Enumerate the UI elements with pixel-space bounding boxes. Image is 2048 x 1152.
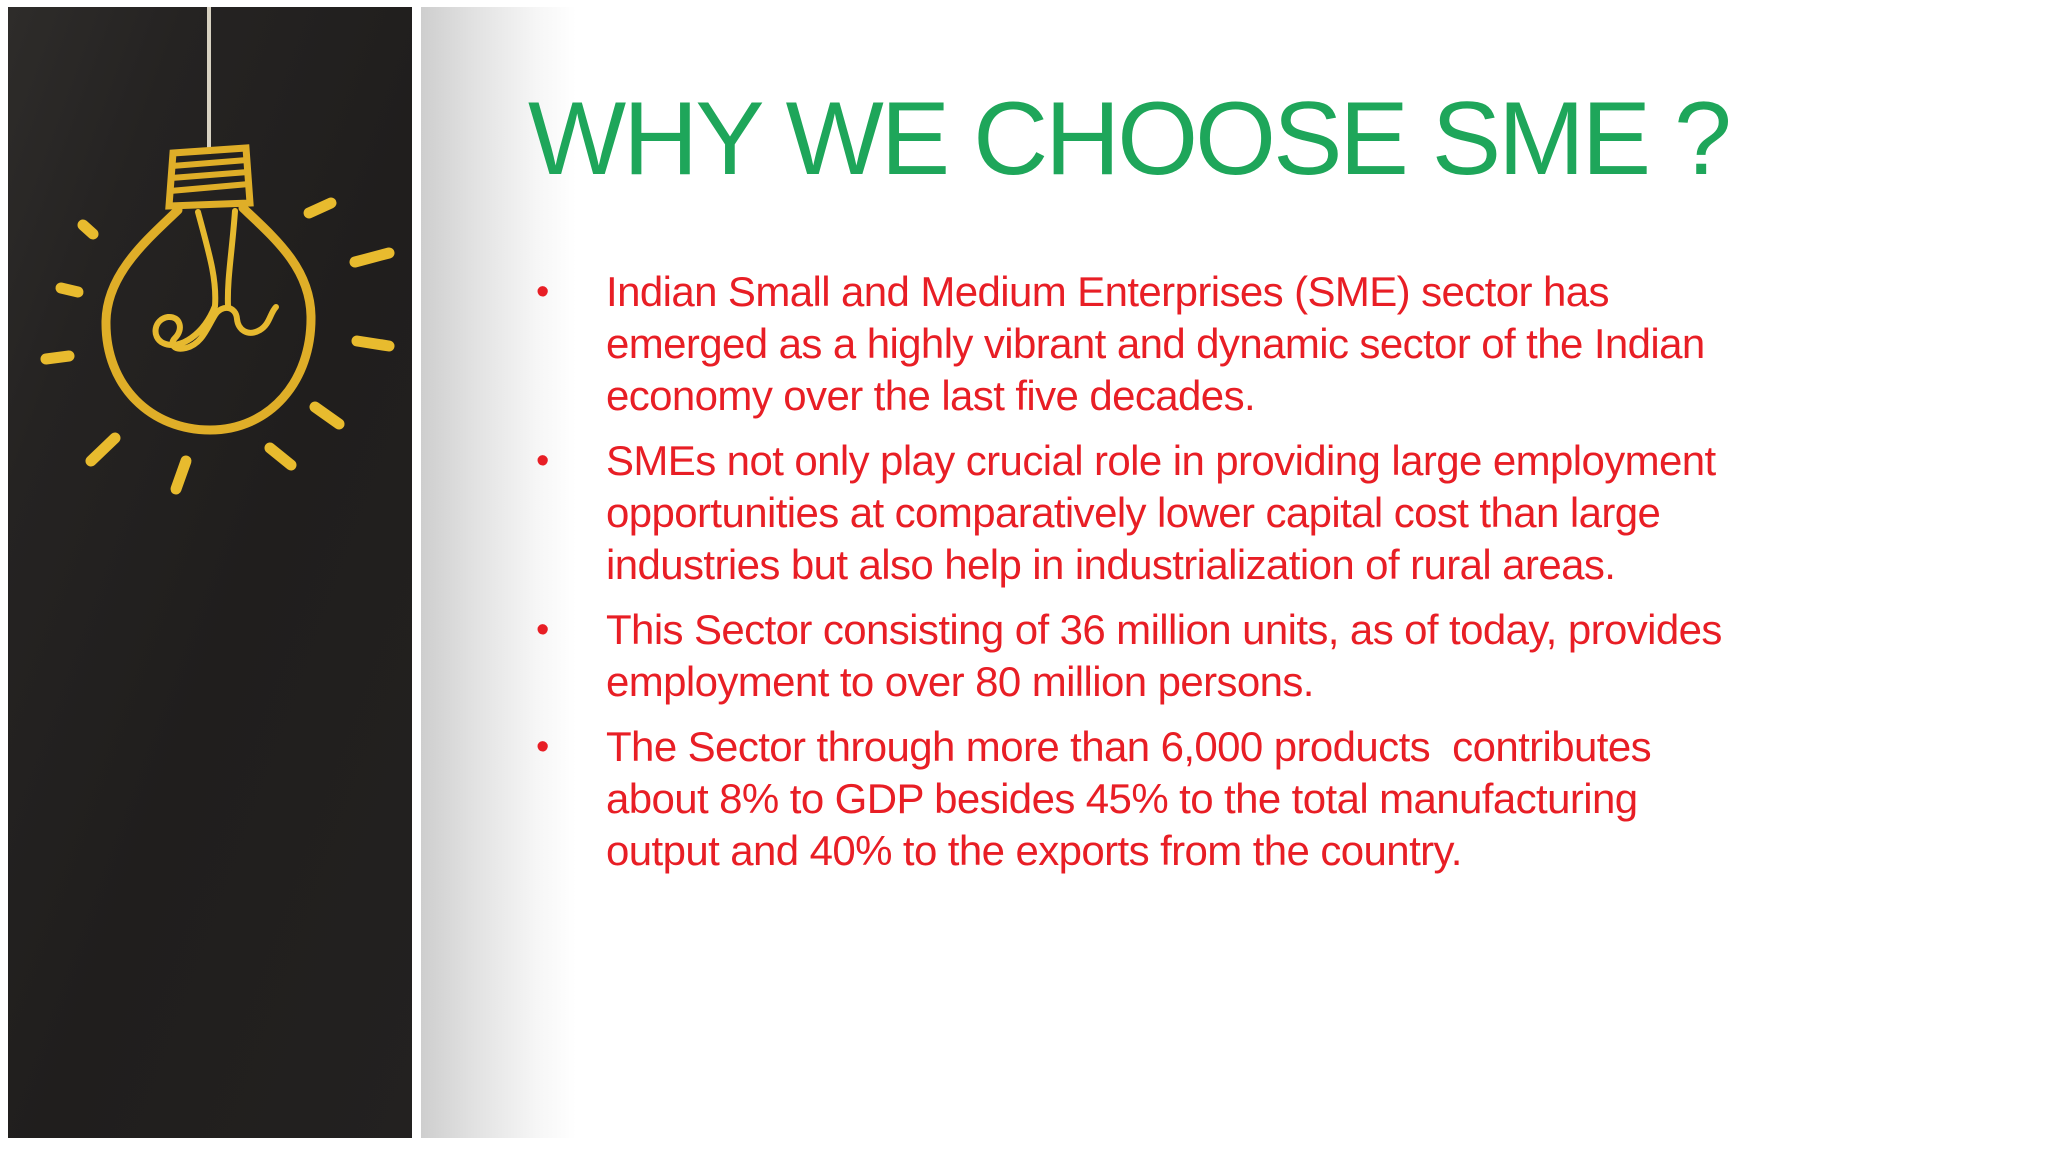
bullet-marker: • <box>536 271 550 313</box>
bullet-line: about 8% to GDP besides 45% to the total… <box>606 775 1638 822</box>
bullet-line: Indian Small and Medium Enterprises (SME… <box>606 268 1609 315</box>
bullet-text: This Sector consisting of 36 million uni… <box>606 604 1956 708</box>
bullet-line: output and 40% to the exports from the c… <box>606 827 1462 874</box>
bullet-item: • The Sector through more than 6,000 pro… <box>536 721 1956 877</box>
bulb-filament <box>152 208 279 352</box>
bullet-line: The Sector through more than 6,000 produ… <box>606 723 1652 770</box>
lightbulb-illustration <box>40 7 395 495</box>
panel-edge-gradient <box>421 7 576 1138</box>
bullet-line: employment to over 80 million persons. <box>606 658 1314 705</box>
bullet-marker: • <box>536 440 550 482</box>
bullet-line: emerged as a highly vibrant and dynamic … <box>606 320 1705 367</box>
bullet-item: • Indian Small and Medium Enterprises (S… <box>536 266 1956 422</box>
bullet-text: SMEs not only play crucial role in provi… <box>606 435 1956 591</box>
slide-title: WHY WE CHOOSE SME ? <box>528 81 1732 197</box>
bullet-item: • This Sector consisting of 36 million u… <box>536 604 1956 708</box>
bullet-marker: • <box>536 726 550 768</box>
bulb-rays <box>40 197 395 495</box>
bullet-line: economy over the last five decades. <box>606 372 1256 419</box>
chalkboard-image-panel <box>8 7 412 1138</box>
bullet-marker: • <box>536 609 550 651</box>
bullet-text: The Sector through more than 6,000 produ… <box>606 721 1956 877</box>
bullet-line: opportunities at comparatively lower cap… <box>606 489 1661 536</box>
bullet-line: SMEs not only play crucial role in provi… <box>606 437 1716 484</box>
bullet-text: Indian Small and Medium Enterprises (SME… <box>606 266 1956 422</box>
bulb-cap <box>165 144 254 210</box>
bullet-line: industries but also help in industrializ… <box>606 541 1616 588</box>
bullet-item: • SMEs not only play crucial role in pro… <box>536 435 1956 591</box>
bulb-globe <box>101 203 316 435</box>
bullet-list: • Indian Small and Medium Enterprises (S… <box>536 266 1956 890</box>
bullet-line: This Sector consisting of 36 million uni… <box>606 606 1722 653</box>
